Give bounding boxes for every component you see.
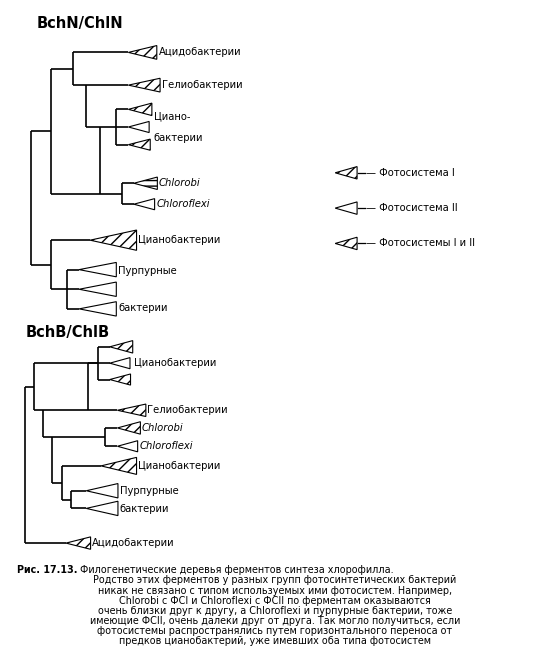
Polygon shape (86, 484, 118, 498)
Text: Рис. 17.13.: Рис. 17.13. (16, 565, 77, 576)
Polygon shape (128, 45, 157, 59)
Polygon shape (128, 78, 160, 92)
Polygon shape (79, 302, 116, 316)
Text: Chlorobi: Chlorobi (142, 423, 184, 433)
Polygon shape (79, 282, 116, 296)
Text: очень близки друг к другу, а Chloroflexi и пурпурные бактерии, тоже: очень близки друг к другу, а Chloroflexi… (98, 606, 452, 616)
Polygon shape (134, 177, 157, 189)
Polygon shape (335, 167, 357, 179)
Polygon shape (110, 340, 133, 353)
Text: бактерии: бактерии (153, 133, 203, 143)
Text: Цианобактерии: Цианобактерии (138, 235, 221, 245)
Text: предков цианобактерий, уже имевших оба типа фотосистем: предков цианобактерий, уже имевших оба т… (119, 637, 431, 646)
Polygon shape (128, 103, 152, 116)
Text: фотосистемы распространялись путем горизонтального переноса от: фотосистемы распространялись путем гориз… (97, 626, 453, 636)
Text: — Фотосистема I: — Фотосистема I (366, 168, 455, 178)
Text: Chloroflexi: Chloroflexi (156, 199, 210, 209)
Text: Ацидобактерии: Ацидобактерии (158, 47, 241, 57)
Text: Пурпурные: Пурпурные (119, 486, 178, 495)
Text: Цианобактерии: Цианобактерии (134, 358, 217, 368)
Text: — Фотосистема II: — Фотосистема II (366, 203, 458, 213)
Text: BchB/ChlB: BchB/ChlB (26, 325, 110, 340)
Text: Родство этих ферментов у разных групп фотосинтетических бактерий: Родство этих ферментов у разных групп фо… (94, 576, 456, 585)
Text: имеющие ФСII, очень далеки друг от друга. Так могло получиться, если: имеющие ФСII, очень далеки друг от друга… (90, 616, 460, 626)
Text: Chloroflexi: Chloroflexi (139, 442, 193, 451)
Text: бактерии: бактерии (118, 303, 167, 313)
Polygon shape (335, 202, 357, 214)
Polygon shape (134, 198, 155, 210)
Text: BchN/ChlN: BchN/ChlN (37, 16, 124, 31)
Polygon shape (128, 122, 149, 133)
Polygon shape (66, 537, 91, 549)
Text: Циано-: Циано- (153, 111, 190, 121)
Text: Пурпурные: Пурпурные (118, 265, 177, 275)
Text: никак не связано с типом используемых ими фотосистем. Например,: никак не связано с типом используемых им… (98, 585, 452, 596)
Polygon shape (79, 262, 116, 277)
Text: Chlorobi: Chlorobi (159, 178, 201, 189)
Polygon shape (117, 404, 146, 417)
Text: — Фотосистемы I и II: — Фотосистемы I и II (366, 238, 475, 248)
Text: Филогенетические деревья ферментов синтеза хлорофилла.: Филогенетические деревья ферментов синте… (77, 565, 394, 576)
Text: бактерии: бактерии (119, 503, 169, 514)
Polygon shape (335, 237, 357, 250)
Text: Ацидобактерии: Ацидобактерии (92, 538, 175, 548)
Polygon shape (117, 422, 140, 434)
Text: Гелиобактерии: Гелиобактерии (162, 80, 243, 90)
Text: Гелиобактерии: Гелиобактерии (147, 405, 228, 415)
Text: Chlorobi с ФСI и Chloroflexi с ФСII по ферментам оказываются: Chlorobi с ФСI и Chloroflexi с ФСII по ф… (119, 596, 431, 606)
Polygon shape (86, 501, 118, 516)
Polygon shape (110, 374, 130, 385)
Polygon shape (117, 441, 138, 452)
Polygon shape (128, 139, 150, 150)
Text: Цианобактерии: Цианобактерии (138, 461, 221, 471)
Polygon shape (90, 230, 136, 250)
Polygon shape (110, 357, 130, 369)
Polygon shape (101, 457, 136, 474)
